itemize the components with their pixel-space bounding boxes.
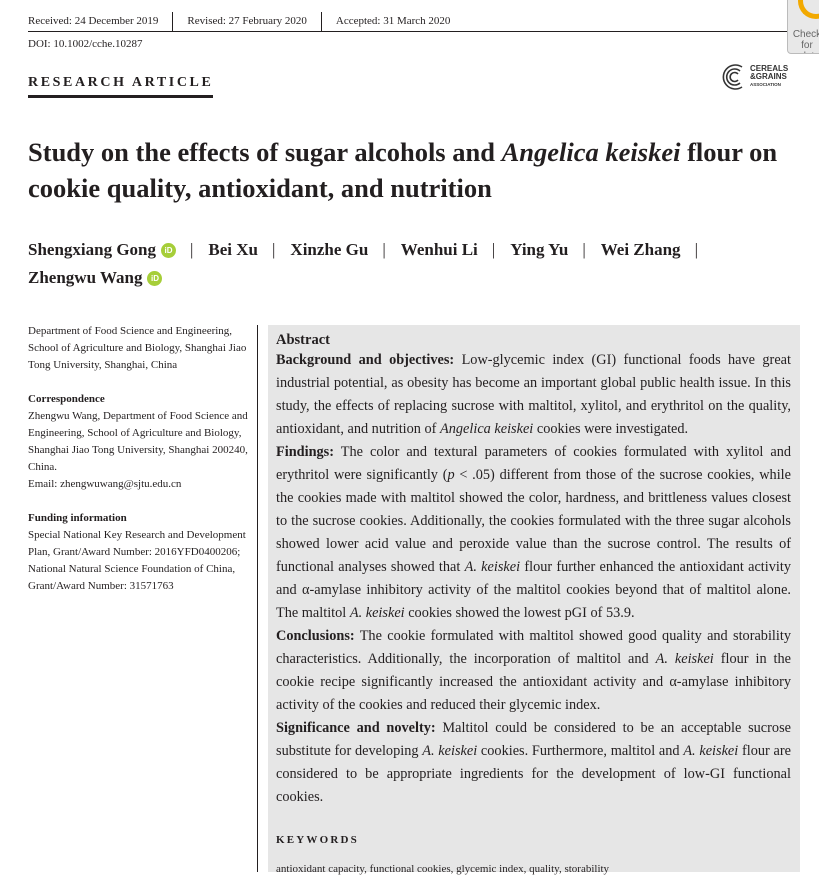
article-dates: Received: 24 December 2019 Revised: 27 F… xyxy=(28,12,464,31)
author-name[interactable]: Ying Yu xyxy=(510,240,569,259)
author-name[interactable]: Shengxiang Gong iD xyxy=(28,236,177,264)
cereals-grains-logo: CEREALS &GRAINS ASSOCIATION xyxy=(720,62,788,92)
abstract-section-label: Findings: xyxy=(276,444,335,460)
abstract-text: p xyxy=(447,467,455,483)
accepted-date: Accepted: 31 March 2020 xyxy=(320,12,465,31)
doi[interactable]: DOI: 10.1002/cche.10287 xyxy=(28,38,143,50)
keywords: antioxidant capacity, functional cookies… xyxy=(276,863,610,875)
funding: Special National Key Research and Develo… xyxy=(28,529,246,592)
email[interactable]: Email: zhengwuwang@sjtu.edu.cn xyxy=(28,478,182,490)
author-name[interactable]: Wenhui Li xyxy=(400,240,478,259)
abstract-text: A. keiskei xyxy=(464,559,521,575)
author-separator: | xyxy=(190,240,194,259)
received-date: Received: 24 December 2019 xyxy=(28,15,159,27)
orcid-icon[interactable]: iD xyxy=(161,243,177,258)
abstract-paragraph: Significance and novelty: Maltitol could… xyxy=(276,717,791,809)
funding-heading: Funding information xyxy=(28,512,127,524)
abstract-text: The color and textural parameters of coo… xyxy=(276,444,791,483)
abstract-text: Maltitol could be considered to be an ac… xyxy=(276,720,791,759)
header-rule xyxy=(28,31,791,32)
author-name[interactable]: Bei Xu xyxy=(208,240,259,259)
abstract-text: < .05) different from those of the sucro… xyxy=(276,467,791,575)
abstract-heading: Abstract xyxy=(276,332,330,348)
abstract-text: cookies showed the lowest pGI of 53.9. xyxy=(404,605,635,621)
revised-date: Revised: 27 February 2020 xyxy=(172,12,320,31)
correspondence-heading: Correspondence xyxy=(28,393,105,405)
author-separator: | xyxy=(582,240,586,259)
article-type: RESEARCH ARTICLE xyxy=(28,75,214,98)
author-name[interactable]: Xinzhe Gu xyxy=(290,240,369,259)
correspondence: Zhengwu Wang, Department of Food Science… xyxy=(28,410,248,473)
abstract-text: flour further enhanced the antioxidant a… xyxy=(276,559,791,621)
article-info-sidebar: Department of Food Science and Engineeri… xyxy=(28,323,248,595)
abstract-paragraph: Background and objectives: Low-glycemic … xyxy=(276,349,791,441)
abstract-text: A. keiskei xyxy=(655,651,714,667)
abstract-text: flour are considered to be appropriate i… xyxy=(276,743,791,805)
author-separator: | xyxy=(491,240,496,259)
check-for-updates-badge[interactable]: Check for updates xyxy=(787,0,819,54)
author-name[interactable]: Zhengwu Wang iD xyxy=(28,264,163,292)
check-label: Check for updates xyxy=(789,29,819,53)
abstract-text: A. keiskei xyxy=(349,605,405,621)
author-separator: | xyxy=(382,240,386,259)
abstract-text: cookies. Furthermore, maltitol and xyxy=(477,743,684,759)
abstract-text: flour in the cookie recipe significantly… xyxy=(276,651,792,713)
abstract-box: Abstract Background and objectives: Low-… xyxy=(268,325,800,875)
abstract-text: cookies were investigated. xyxy=(533,421,689,437)
abstract-text: Angelica keiskei xyxy=(440,421,534,437)
affiliation: Department of Food Science and Engineeri… xyxy=(28,325,247,371)
abstract-text: A. keiskei xyxy=(683,743,739,759)
article-title: Study on the effects of sugar alcohols a… xyxy=(28,137,778,203)
abstract-section-label: Conclusions: xyxy=(276,628,355,644)
author-separator: | xyxy=(694,240,698,259)
column-divider xyxy=(257,325,258,872)
author-name[interactable]: Wei Zhang xyxy=(600,240,681,259)
abstract-paragraph: Conclusions: The cookie formulated with … xyxy=(276,625,791,717)
logo-swirl-icon xyxy=(722,64,743,90)
abstract-text: The cookie formulated with maltitol show… xyxy=(276,628,791,667)
abstract-section-label: Background and objectives: xyxy=(276,352,455,368)
abstract-section-label: Significance and novelty: xyxy=(276,720,436,736)
author-separator: | xyxy=(272,240,276,259)
crossmark-icon xyxy=(798,0,819,19)
abstract-paragraph: Findings: The color and textural paramet… xyxy=(276,441,791,625)
keywords-heading: KEYWORDS xyxy=(276,834,359,846)
abstract-text: A. keiskei xyxy=(422,743,478,759)
orcid-icon[interactable]: iD xyxy=(147,271,163,286)
author-list: Shengxiang Gong iD | Bei Xu | Xinzhe Gu | Wenhu… xyxy=(28,236,798,292)
abstract-text: Low-glycemic index (GI) functional foods… xyxy=(276,352,791,437)
